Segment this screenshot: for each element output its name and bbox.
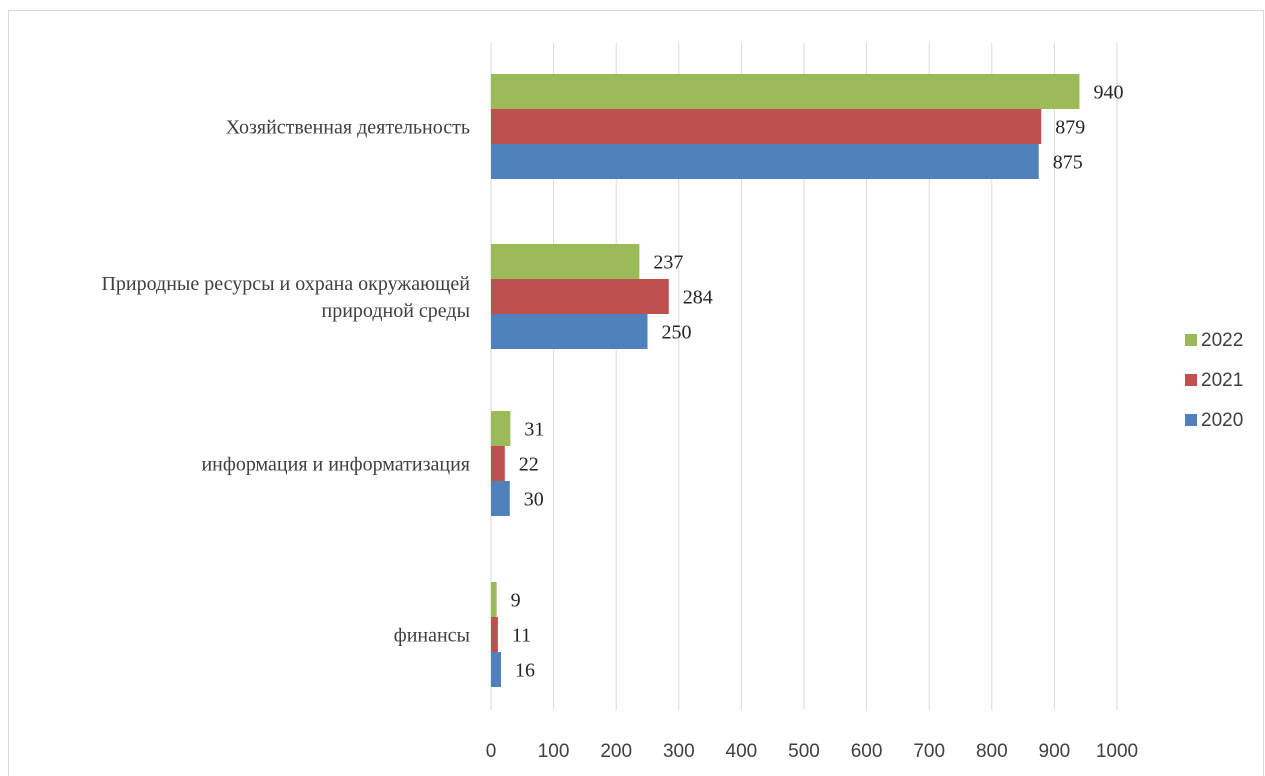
data-label: 875 — [1053, 152, 1083, 174]
bars — [491, 74, 1080, 687]
data-label: 31 — [524, 419, 544, 441]
bar-2022 — [491, 74, 1080, 109]
legend-swatch — [1185, 414, 1197, 426]
x-tick-label: 200 — [600, 741, 632, 762]
data-label: 22 — [519, 454, 539, 476]
bar-2020 — [491, 481, 510, 516]
data-label: 9 — [511, 590, 521, 612]
x-tick-label: 600 — [851, 741, 883, 762]
bar-2020 — [491, 652, 502, 687]
x-tick-label: 400 — [726, 741, 758, 762]
bar-2022 — [491, 244, 640, 279]
bar-2020 — [491, 144, 1039, 179]
bar-2020 — [491, 314, 648, 349]
x-tick-label: 300 — [663, 741, 695, 762]
bar-2021 — [491, 446, 505, 481]
x-tick-label: 900 — [1039, 741, 1071, 762]
category-label: финансы — [394, 625, 470, 647]
x-tick-label: 500 — [788, 741, 820, 762]
data-label: 30 — [524, 489, 544, 511]
legend-swatch — [1185, 374, 1197, 386]
data-label: 879 — [1055, 117, 1085, 139]
bar-2022 — [491, 411, 511, 446]
category-label: Природные ресурсы и охрана окружающей — [101, 273, 470, 295]
data-label: 11 — [512, 625, 531, 647]
x-tick-label: 100 — [538, 741, 570, 762]
x-tick-label: 800 — [976, 741, 1008, 762]
data-label: 940 — [1093, 82, 1123, 104]
bar-2021 — [491, 617, 498, 652]
data-label: 237 — [653, 252, 683, 274]
data-label: 250 — [662, 322, 692, 344]
bar-2022 — [491, 582, 497, 617]
legend-swatch — [1185, 334, 1197, 346]
chart-frame — [8, 10, 1264, 776]
x-tick-label: 1000 — [1096, 741, 1138, 762]
category-label: информация и информатизация — [201, 454, 470, 476]
x-tick-label: 0 — [486, 741, 497, 762]
data-label: 16 — [515, 660, 535, 682]
axes: 0 100 200 300 400 500 600 700 800 900 1000 Хозяйств… — [101, 117, 1138, 763]
legend-label: 2022 — [1201, 330, 1243, 351]
legend: 2022 2021 2020 — [1185, 330, 1243, 431]
bar-2021 — [491, 279, 669, 314]
data-labels: 940 237 31 9 879 284 22 11 875 250 30 16 — [511, 82, 1124, 682]
category-label: природной среды — [321, 300, 470, 322]
x-tick-label: 700 — [913, 741, 945, 762]
data-label: 284 — [683, 287, 713, 309]
category-label: Хозяйственная деятельность — [226, 117, 470, 139]
bar-2021 — [491, 109, 1042, 144]
legend-label: 2021 — [1201, 370, 1243, 391]
legend-label: 2020 — [1201, 410, 1243, 431]
